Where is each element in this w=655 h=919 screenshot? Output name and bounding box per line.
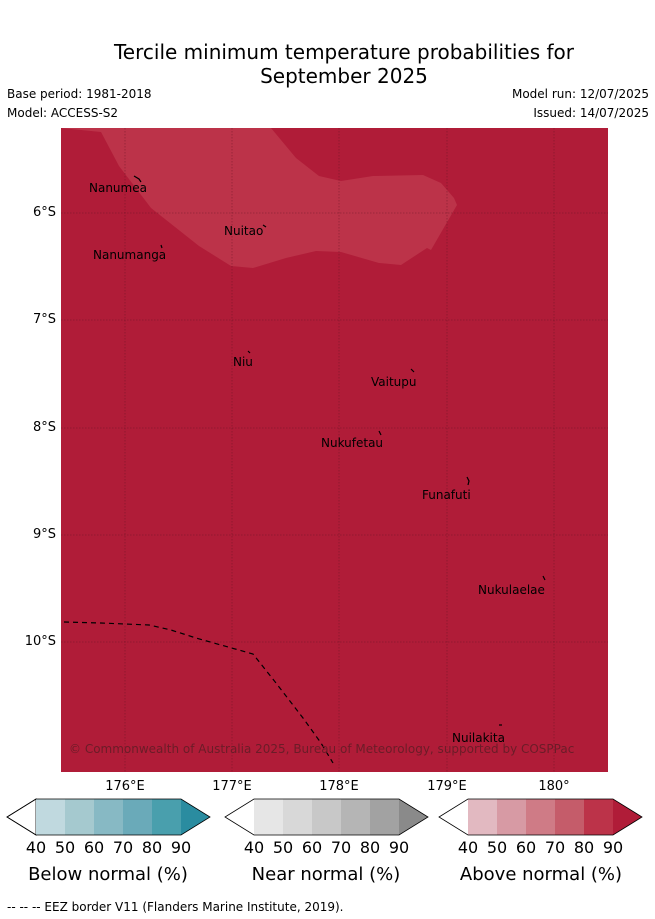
tick-label: 70 (112, 838, 134, 857)
island-nukufetau (378, 430, 382, 436)
lat-tick-label: 8°S (32, 420, 56, 435)
tick-label: 80 (141, 838, 163, 857)
colorbar-near (224, 798, 429, 836)
tick-label: 40 (25, 838, 47, 857)
tick-label: 80 (573, 838, 595, 857)
tick-label: 90 (170, 838, 192, 857)
place-label: Nuitao (224, 224, 264, 238)
place-label: Nuilakita (452, 731, 505, 745)
place-label: Funafuti (422, 488, 471, 502)
lat-tick-label: 6°S (32, 205, 56, 220)
island-vaitupu (410, 368, 415, 373)
tick-label: 40 (457, 838, 479, 857)
lat-tick-label: 7°S (32, 312, 56, 327)
probability-80-region (61, 128, 457, 268)
island-funafuti (466, 476, 470, 486)
place-label: Nukulaelae (478, 583, 545, 597)
tick-label: 60 (515, 838, 537, 857)
tick-label: 60 (301, 838, 323, 857)
lon-tick-label: 177°E (212, 779, 252, 794)
tick-label: 60 (83, 838, 105, 857)
colorbar-below (6, 798, 211, 836)
base-period: Base period: 1981-2018 (7, 87, 152, 101)
eez-border (63, 621, 334, 764)
place-label: Nanumea (89, 181, 147, 195)
colorbar-near-label: Near normal (%) (251, 864, 401, 885)
tick-label: 90 (388, 838, 410, 857)
copyright-credit: © Commonwealth of Australia 2025, Bureau… (69, 742, 575, 756)
lon-tick-label: 176°E (105, 779, 145, 794)
colorbar-above-label: Above normal (%) (459, 864, 623, 885)
lon-tick-label: 178°E (319, 779, 359, 794)
place-label: Nukufetau (321, 436, 384, 450)
lon-tick-label: 179°E (427, 779, 467, 794)
place-label: Vaitupu (371, 375, 417, 389)
issued-date: Issued: 14/07/2025 (533, 106, 649, 120)
map-canvas (61, 128, 608, 772)
island-nukulaelae (542, 575, 546, 581)
map-panel: Nanumea Nuitao Nanumanga Niu Vaitupu Nuk… (61, 128, 608, 772)
lat-tick-label: 10°S (24, 634, 56, 649)
colorbar-below-label: Below normal (%) (28, 864, 188, 885)
lat-tick-label: 9°S (32, 527, 56, 542)
place-label: Niu (233, 355, 253, 369)
tick-label: 80 (359, 838, 381, 857)
tick-label: 50 (272, 838, 294, 857)
island-niu (247, 350, 251, 354)
place-label: Nanumanga (93, 248, 167, 262)
island-nanumea (133, 175, 142, 183)
island-outlines (133, 175, 546, 726)
tick-label: 90 (602, 838, 624, 857)
tick-label: 50 (486, 838, 508, 857)
chart-title: Tercile minimum temperature probabilitie… (113, 40, 575, 88)
island-nuitao (262, 224, 267, 228)
model-run: Model run: 12/07/2025 (511, 87, 649, 101)
lon-tick-label: 180° (538, 779, 570, 794)
tick-label: 50 (54, 838, 76, 857)
island-nanumanga (160, 244, 163, 249)
tick-label: 40 (243, 838, 265, 857)
model-name: Model: ACCESS-S2 (7, 106, 119, 120)
tick-label: 70 (544, 838, 566, 857)
colorbar-above (438, 798, 643, 836)
graticule (61, 128, 608, 772)
eez-footnote: -- -- -- EEZ border V11 (Flanders Marine… (7, 900, 344, 914)
tick-label: 70 (330, 838, 352, 857)
